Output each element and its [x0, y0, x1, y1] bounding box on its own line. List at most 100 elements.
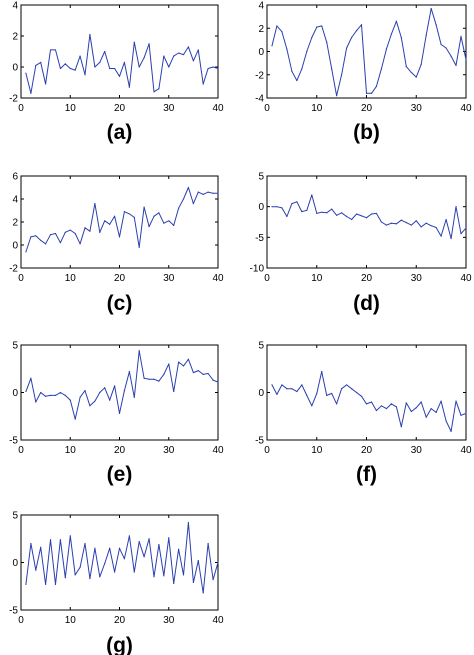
data-point: [425, 34, 427, 36]
data-point: [202, 373, 204, 376]
data-point: [153, 215, 155, 217]
data-point: [425, 416, 427, 418]
data-point: [410, 224, 412, 226]
y-tick-label: -4: [255, 94, 264, 105]
panel-caption: (f): [356, 463, 377, 486]
data-point: [153, 91, 155, 93]
data-point: [148, 378, 150, 380]
x-tick-label: 20: [361, 273, 373, 284]
data-point: [178, 52, 180, 54]
data-point: [173, 224, 175, 227]
x-tick-label: 30: [163, 445, 175, 456]
data-point: [291, 388, 293, 390]
y-tick-label: -2: [255, 70, 264, 81]
data-point: [350, 218, 353, 221]
data-point: [385, 48, 387, 50]
data-point: [40, 546, 42, 548]
x-tick-label: 40: [460, 103, 472, 114]
data-point: [202, 83, 204, 85]
data-point: [123, 558, 126, 560]
y-tick-label: 4: [12, 195, 18, 206]
data-point: [163, 55, 165, 57]
data-point: [217, 381, 219, 383]
data-point: [400, 219, 402, 221]
data-point: [410, 410, 412, 413]
data-point: [405, 222, 407, 224]
data-point: [79, 396, 81, 398]
data-point: [316, 26, 318, 28]
data-point: [197, 560, 199, 562]
data-point: [430, 7, 432, 10]
data-point: [390, 403, 392, 405]
data-point: [276, 393, 278, 395]
data-point: [455, 206, 457, 208]
data-point: [440, 400, 442, 402]
data-point: [316, 212, 318, 215]
data-point: [306, 50, 308, 53]
data-point: [35, 235, 37, 237]
data-point: [104, 220, 106, 222]
data-point: [109, 67, 111, 70]
data-point: [143, 377, 145, 379]
y-tick-label: -5: [255, 436, 264, 447]
data-point: [336, 403, 338, 405]
data-point: [64, 394, 66, 396]
y-tick-label: -10: [250, 264, 265, 275]
panel-caption: (c): [107, 292, 133, 315]
data-point: [173, 390, 175, 393]
data-point: [94, 547, 96, 549]
data-point: [281, 384, 283, 386]
data-point: [133, 396, 135, 398]
data-point: [168, 220, 170, 222]
y-tick-label: 4: [12, 1, 18, 12]
x-tick-label: 40: [212, 273, 224, 284]
data-point: [331, 392, 333, 395]
data-point: [30, 92, 32, 94]
data-point: [45, 83, 47, 85]
data-point: [445, 47, 447, 49]
data-point: [212, 379, 214, 381]
data-point: [74, 69, 76, 71]
data-point: [341, 212, 343, 214]
data-point: [420, 401, 422, 403]
data-point: [360, 24, 363, 26]
data-point: [94, 400, 96, 402]
data-point: [138, 350, 140, 352]
series-line: [271, 371, 467, 432]
data-point: [59, 67, 62, 70]
data-point: [415, 76, 417, 78]
data-point: [182, 198, 185, 200]
data-point: [187, 186, 190, 189]
data-point: [163, 373, 165, 376]
data-point: [168, 363, 170, 365]
data-point: [89, 405, 91, 407]
data-point: [35, 64, 37, 67]
data-point: [276, 25, 278, 27]
data-point: [143, 206, 145, 208]
x-tick-label: 0: [264, 103, 270, 114]
data-point: [118, 547, 121, 549]
data-point: [385, 224, 387, 226]
data-point: [49, 394, 52, 396]
data-point: [405, 402, 407, 404]
data-point: [435, 411, 437, 414]
x-tick-label: 20: [114, 445, 126, 456]
data-point: [89, 578, 91, 580]
series-line: [25, 187, 218, 253]
data-point: [109, 399, 111, 401]
y-tick-label: 0: [258, 47, 264, 58]
data-point: [59, 539, 62, 541]
data-point: [331, 208, 333, 210]
data-point: [123, 390, 126, 392]
data-point: [395, 20, 397, 22]
y-tick-label: 2: [258, 24, 264, 35]
data-point: [370, 92, 373, 94]
data-point: [118, 236, 121, 238]
data-point: [375, 212, 378, 215]
data-point: [450, 55, 452, 57]
data-point: [148, 538, 150, 540]
chart-panel-4: 0 10 20 30 40 -10 -5 0 5 (d): [250, 172, 472, 316]
data-point: [128, 535, 130, 537]
data-point: [187, 358, 190, 360]
data-point: [79, 566, 81, 568]
